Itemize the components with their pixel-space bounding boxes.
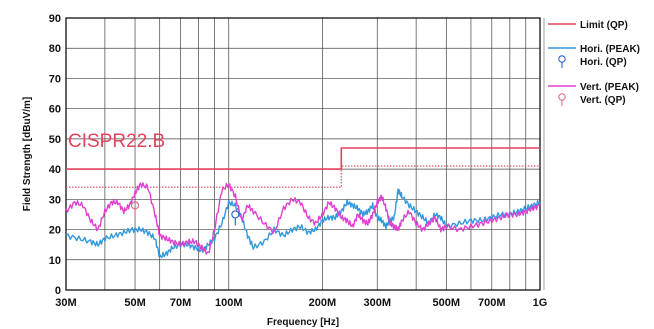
y-tick-label: 90: [49, 13, 61, 25]
legend-label: Limit (QP): [580, 20, 628, 31]
legend-entry: Limit (QP): [548, 20, 628, 31]
x-tick-label: 1G: [533, 297, 548, 309]
x-tick-labels: 30M 50M 70M 100M 200M 300M 500M 700M 1G: [55, 297, 547, 309]
plot-border: [65, 17, 541, 291]
legend-entry: Hori. (QP): [558, 55, 627, 68]
x-tick-label: 300M: [363, 297, 391, 309]
series-vert-peak: [65, 182, 541, 255]
y-tick-label: 0: [55, 285, 61, 297]
legend-entry: Hori. (PEAK): [548, 44, 640, 55]
legend-swatch: [558, 55, 566, 63]
y-axis-title: Field Strength [dBuV/m]: [22, 97, 33, 211]
y-tick-labels: 0 10 20 30 40 50 60 70 80 90: [49, 13, 61, 297]
marker-vert-qp: [130, 201, 140, 217]
legend-entry: Vert. (QP): [558, 93, 626, 106]
y-tick-label: 50: [49, 134, 61, 146]
data-series: [65, 182, 541, 259]
x-tick-label: 50M: [124, 297, 145, 309]
x-tick-label: 500M: [433, 297, 461, 309]
marker-hori-qp: [231, 210, 240, 226]
legend-label: Hori. (PEAK): [580, 44, 640, 55]
qp-markers: [130, 201, 240, 226]
y-tick-label: 40: [49, 164, 61, 176]
y-tick-label: 70: [49, 73, 61, 85]
y-tick-label: 30: [49, 194, 61, 206]
x-tick-label: 70M: [170, 297, 191, 309]
limit-lines: [66, 147, 540, 188]
series-hori-peak: [65, 188, 541, 259]
y-tick-label: 60: [49, 104, 61, 116]
legend-entry: Vert. (PEAK): [548, 82, 639, 93]
x-tick-label: 30M: [55, 297, 76, 309]
legend-swatch: [558, 93, 566, 101]
y-tick-label: 10: [49, 255, 61, 267]
y-tick-label: 20: [49, 225, 61, 237]
x-tick-label: 200M: [309, 297, 337, 309]
legend-label: Vert. (QP): [580, 95, 626, 106]
plot-area: [66, 18, 540, 290]
annotation-label: CISPR22.B: [68, 131, 165, 152]
y-tick-label: 80: [49, 43, 61, 55]
legend-label: Vert. (PEAK): [580, 82, 639, 93]
plot-frame: [65, 17, 541, 291]
x-tick-label: 100M: [215, 297, 243, 309]
limit-line-solid: [66, 147, 540, 170]
x-axis-title: Frequency [Hz]: [267, 317, 339, 328]
x-tick-label: 700M: [478, 297, 506, 309]
legend-label: Hori. (QP): [580, 57, 627, 68]
limit-line-dotted: [66, 165, 540, 188]
legend: Limit (QP) Hori. (PEAK) Hori. (QP) Vert. (P…: [543, 18, 640, 290]
